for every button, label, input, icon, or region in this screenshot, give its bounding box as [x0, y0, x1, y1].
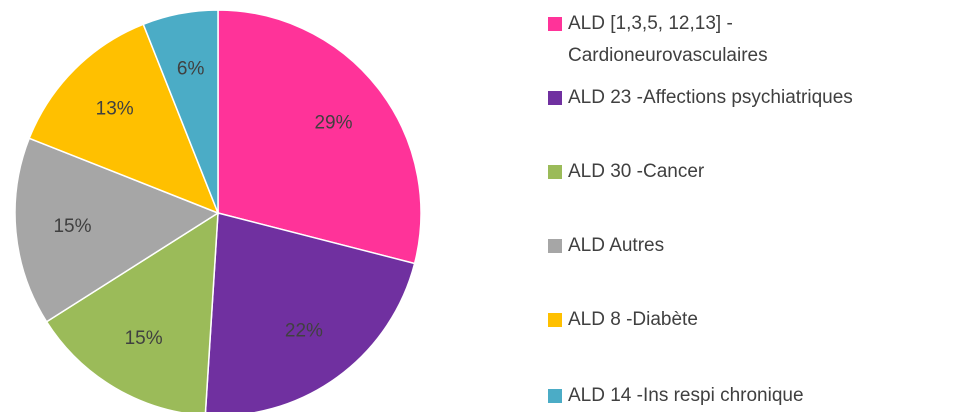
- legend-item: ALD 14 -Ins respi chronique: [548, 380, 804, 412]
- data-label: 6%: [177, 58, 205, 79]
- legend-swatch: [548, 389, 562, 403]
- pie-slice: [45, 211, 219, 412]
- legend-item: ALD Autres: [548, 230, 664, 262]
- data-label: 15%: [125, 328, 163, 349]
- legend-swatch: [548, 91, 562, 105]
- legend-label: ALD Autres: [568, 235, 665, 256]
- legend-swatch: [548, 239, 562, 253]
- legend-item: ALD 30 -Cancer: [548, 156, 704, 188]
- pie-slice: [14, 137, 220, 323]
- legend-swatch: [548, 165, 562, 179]
- legend-label: ALD [1,3,5, 12,13] - Cardioneurovasculai…: [568, 13, 768, 66]
- legend-swatch: [548, 17, 562, 31]
- pie-slice: [28, 23, 220, 215]
- data-label: 29%: [314, 112, 352, 133]
- pie-slice: [142, 9, 219, 214]
- data-label: 22%: [285, 320, 323, 341]
- pie-slice: [204, 212, 416, 412]
- legend-label: ALD 30 -Cancer: [568, 161, 705, 182]
- legend-swatch: [548, 313, 562, 327]
- legend-label: ALD 23 -Affections psychiatriques: [568, 87, 853, 108]
- pie-slice: [217, 9, 422, 265]
- legend-item: ALD [1,3,5, 12,13] - Cardioneurovasculai…: [548, 8, 808, 72]
- pie: 29% 22% 15% 15% 13% 6%: [14, 9, 422, 412]
- legend-item: ALD 8 -Diabète: [548, 304, 698, 336]
- data-label: 15%: [53, 216, 91, 237]
- legend-item: ALD 23 -Affections psychiatriques: [548, 82, 853, 114]
- legend-label: ALD 8 -Diabète: [568, 309, 698, 330]
- legend-label: ALD 14 -Ins respi chronique: [568, 385, 804, 406]
- data-label: 13%: [96, 99, 134, 120]
